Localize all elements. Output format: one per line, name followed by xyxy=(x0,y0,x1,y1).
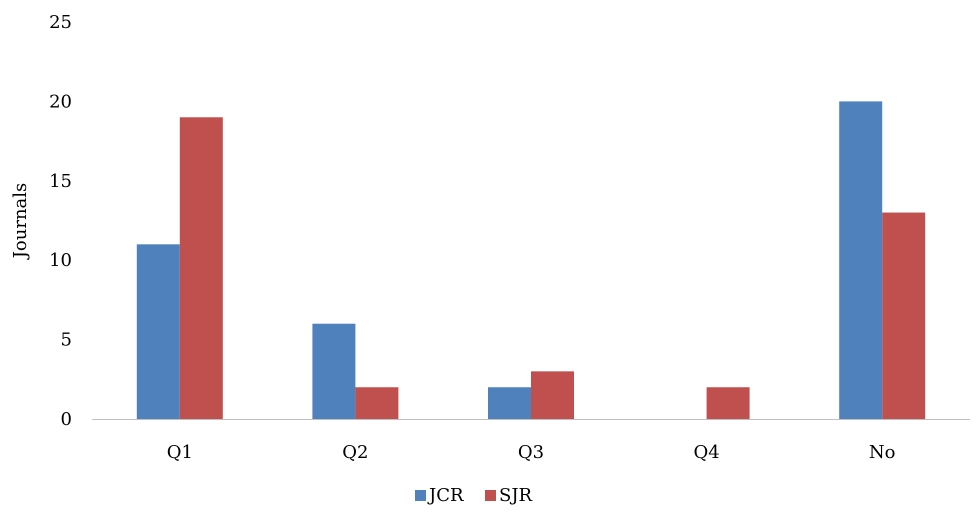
y-axis-title: Journals xyxy=(10,183,31,261)
x-tick-label-no: No xyxy=(869,442,896,463)
y-tick-label: 15 xyxy=(49,171,72,192)
bar-sjr-q1 xyxy=(179,117,223,419)
bar-sjr-q2 xyxy=(355,387,399,419)
legend-swatch-sjr xyxy=(485,490,496,501)
bar-sjr-no xyxy=(882,212,926,419)
bar-jcr-no xyxy=(839,101,883,420)
bar-jcr-q2 xyxy=(312,323,356,419)
bar-jcr-q1 xyxy=(136,244,180,419)
bar-sjr-q3 xyxy=(531,371,574,419)
y-tick-label: 25 xyxy=(49,12,72,33)
y-tick-label: 0 xyxy=(61,409,72,430)
x-tick-label-q4: Q4 xyxy=(693,442,719,463)
legend-label-jcr: JCR xyxy=(427,485,464,506)
x-tick-label-q3: Q3 xyxy=(518,442,544,463)
bar-sjr-q4 xyxy=(706,387,750,419)
x-tick-label-q2: Q2 xyxy=(342,442,368,463)
legend-swatch-jcr xyxy=(415,490,426,501)
x-axis-ticks: Q1 Q2 Q3 Q4 No xyxy=(167,442,896,463)
y-tick-label: 10 xyxy=(49,250,72,271)
x-tick-label-q1: Q1 xyxy=(167,442,193,463)
y-axis-ticks: 0 5 10 15 20 25 xyxy=(49,12,72,430)
y-tick-label: 5 xyxy=(61,330,72,351)
legend: JCR SJR xyxy=(415,485,533,506)
bars xyxy=(136,101,926,420)
y-tick-label: 20 xyxy=(49,91,72,112)
legend-label-sjr: SJR xyxy=(499,485,533,506)
bar-jcr-q3 xyxy=(488,387,531,419)
